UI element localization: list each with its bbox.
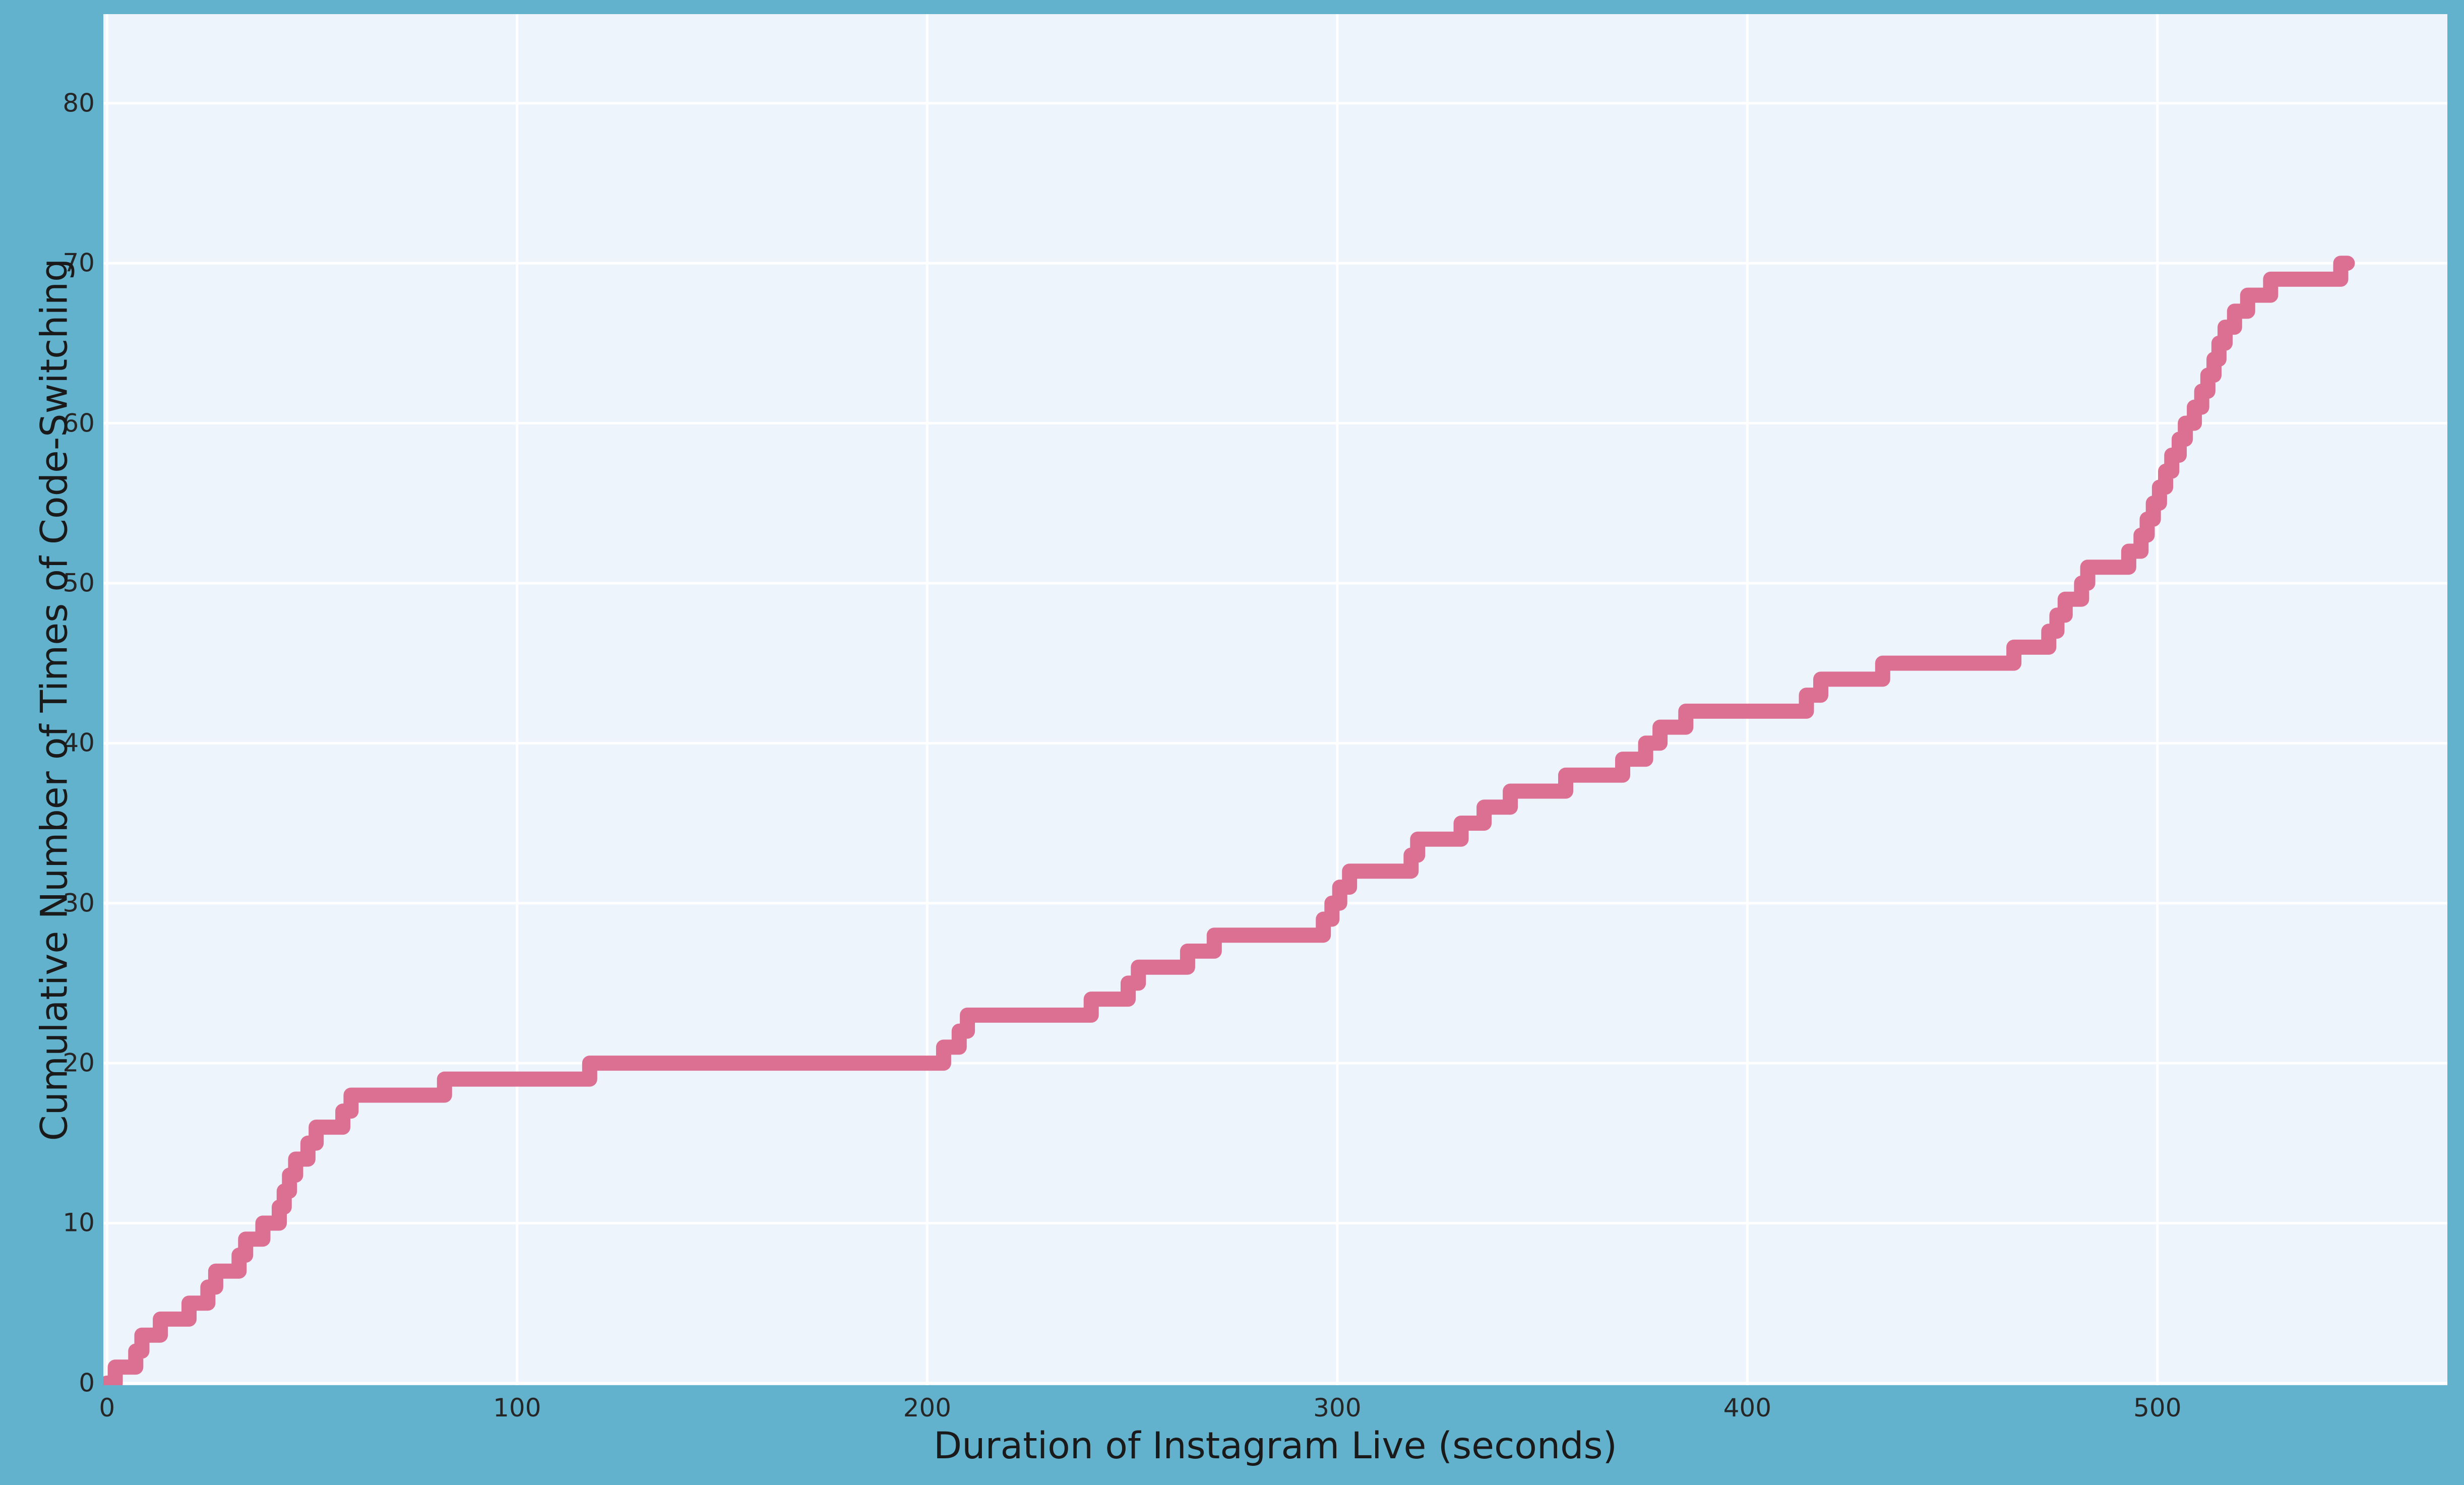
cumulative-step-line bbox=[103, 256, 2355, 1385]
y-tick-label: 80 bbox=[63, 88, 95, 118]
plot-area bbox=[103, 14, 2447, 1385]
x-axis-title: Duration of Instagram Live (seconds) bbox=[933, 1425, 1618, 1467]
y-tick-label: 0 bbox=[79, 1368, 95, 1398]
x-tick-label: 200 bbox=[903, 1393, 952, 1422]
x-tick-label: 500 bbox=[2133, 1393, 2182, 1422]
y-axis-title: Cumulative Number of Times of Code-Switc… bbox=[33, 258, 76, 1141]
y-tick-label: 70 bbox=[63, 248, 95, 278]
x-tick-label: 100 bbox=[493, 1393, 541, 1422]
y-tick-label: 40 bbox=[63, 728, 95, 758]
y-tick-label: 30 bbox=[63, 888, 95, 918]
gridlines bbox=[103, 14, 2447, 1385]
x-tick-label: 400 bbox=[1723, 1393, 1772, 1422]
y-tick-label: 60 bbox=[63, 408, 95, 438]
y-tick-label: 10 bbox=[63, 1208, 95, 1237]
y-tick-label: 50 bbox=[63, 568, 95, 598]
y-tick-label: 20 bbox=[63, 1048, 95, 1078]
x-tick-label: 300 bbox=[1313, 1393, 1362, 1422]
x-tick-label: 0 bbox=[99, 1393, 115, 1422]
